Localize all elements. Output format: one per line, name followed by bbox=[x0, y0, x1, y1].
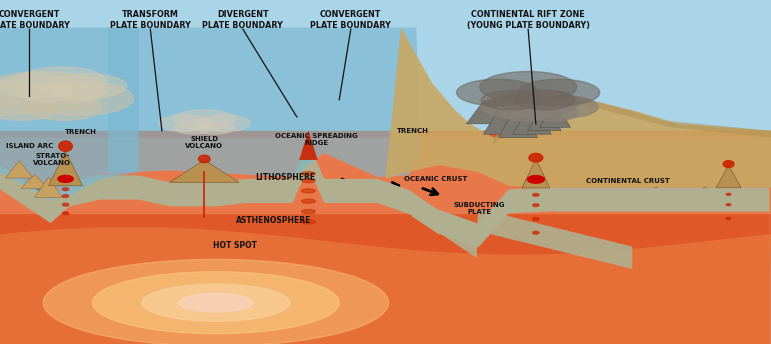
Circle shape bbox=[533, 193, 539, 196]
Ellipse shape bbox=[0, 74, 71, 98]
Circle shape bbox=[62, 188, 69, 191]
Polygon shape bbox=[550, 103, 561, 109]
Text: CONTINENTAL CRUST: CONTINENTAL CRUST bbox=[587, 178, 670, 184]
Ellipse shape bbox=[301, 220, 315, 224]
Polygon shape bbox=[0, 227, 771, 344]
Text: TRENCH: TRENCH bbox=[396, 128, 429, 134]
Ellipse shape bbox=[50, 84, 104, 102]
Ellipse shape bbox=[142, 284, 290, 321]
Circle shape bbox=[726, 204, 731, 206]
Ellipse shape bbox=[517, 79, 600, 106]
Polygon shape bbox=[481, 93, 498, 100]
Ellipse shape bbox=[43, 259, 389, 344]
Ellipse shape bbox=[480, 72, 577, 103]
Ellipse shape bbox=[199, 155, 210, 163]
Ellipse shape bbox=[500, 90, 579, 116]
Polygon shape bbox=[108, 28, 420, 177]
Bar bbox=[0, 138, 771, 213]
Text: TRENCH: TRENCH bbox=[65, 129, 97, 136]
Ellipse shape bbox=[531, 96, 598, 118]
Circle shape bbox=[533, 217, 539, 221]
Polygon shape bbox=[0, 28, 139, 200]
Ellipse shape bbox=[529, 105, 578, 121]
Text: CONVERGENT
PLATE BOUNDARY: CONVERGENT PLATE BOUNDARY bbox=[0, 10, 69, 30]
Circle shape bbox=[527, 175, 544, 183]
Polygon shape bbox=[299, 131, 318, 160]
Polygon shape bbox=[170, 160, 239, 182]
Polygon shape bbox=[5, 161, 33, 178]
Ellipse shape bbox=[18, 67, 106, 96]
Ellipse shape bbox=[723, 161, 734, 168]
Circle shape bbox=[62, 212, 69, 215]
Polygon shape bbox=[540, 103, 571, 127]
Text: OCEANIC SPREADING
RIDGE: OCEANIC SPREADING RIDGE bbox=[274, 133, 358, 146]
Polygon shape bbox=[527, 103, 561, 131]
Ellipse shape bbox=[196, 122, 234, 134]
Ellipse shape bbox=[19, 84, 73, 102]
Ellipse shape bbox=[197, 115, 250, 132]
Circle shape bbox=[58, 175, 73, 182]
Polygon shape bbox=[716, 165, 741, 187]
Ellipse shape bbox=[52, 74, 126, 98]
Polygon shape bbox=[513, 101, 551, 134]
Ellipse shape bbox=[481, 96, 548, 118]
Circle shape bbox=[533, 231, 539, 234]
Ellipse shape bbox=[301, 172, 315, 176]
Polygon shape bbox=[522, 159, 550, 188]
Ellipse shape bbox=[456, 79, 539, 106]
Ellipse shape bbox=[529, 153, 543, 162]
Polygon shape bbox=[0, 153, 771, 344]
Polygon shape bbox=[483, 100, 527, 134]
Ellipse shape bbox=[29, 82, 133, 115]
Text: SUBDUCTING
PLATE: SUBDUCTING PLATE bbox=[454, 202, 505, 215]
Polygon shape bbox=[35, 177, 62, 197]
Ellipse shape bbox=[301, 189, 315, 193]
Text: STRATO-
VOLCANO: STRATO- VOLCANO bbox=[33, 153, 72, 166]
Text: CONTINENTAL RIFT ZONE
(YOUNG PLATE BOUNDARY): CONTINENTAL RIFT ZONE (YOUNG PLATE BOUND… bbox=[466, 10, 590, 30]
Circle shape bbox=[726, 217, 731, 219]
Text: CONVERGENT
PLATE BOUNDARY: CONVERGENT PLATE BOUNDARY bbox=[311, 10, 391, 30]
Ellipse shape bbox=[301, 209, 315, 214]
Ellipse shape bbox=[174, 122, 213, 134]
Text: LITHOSPHERE: LITHOSPHERE bbox=[255, 173, 315, 182]
Polygon shape bbox=[386, 28, 771, 187]
Ellipse shape bbox=[93, 272, 339, 334]
Ellipse shape bbox=[173, 110, 235, 130]
Polygon shape bbox=[439, 209, 632, 269]
Polygon shape bbox=[525, 101, 539, 110]
Bar bbox=[0, 131, 771, 344]
Polygon shape bbox=[538, 103, 550, 110]
Circle shape bbox=[62, 195, 69, 197]
Polygon shape bbox=[21, 175, 49, 189]
Ellipse shape bbox=[0, 72, 104, 112]
Circle shape bbox=[726, 193, 731, 195]
Text: SHIELD
VOLCANO: SHIELD VOLCANO bbox=[185, 136, 224, 149]
Polygon shape bbox=[49, 151, 82, 186]
Ellipse shape bbox=[481, 90, 541, 110]
Circle shape bbox=[533, 204, 539, 206]
Ellipse shape bbox=[301, 199, 315, 203]
Text: ASTHENOSPHERE: ASTHENOSPHERE bbox=[236, 216, 311, 225]
Text: DIVERGENT
PLATE BOUNDARY: DIVERGENT PLATE BOUNDARY bbox=[203, 10, 283, 30]
Ellipse shape bbox=[159, 115, 211, 132]
Polygon shape bbox=[493, 96, 771, 144]
Ellipse shape bbox=[0, 82, 56, 115]
Polygon shape bbox=[511, 100, 525, 109]
Text: TRANSFORM
PLATE BOUNDARY: TRANSFORM PLATE BOUNDARY bbox=[110, 10, 190, 30]
Polygon shape bbox=[497, 100, 513, 108]
Ellipse shape bbox=[59, 141, 72, 151]
Text: ISLAND ARC: ISLAND ARC bbox=[5, 143, 53, 149]
Ellipse shape bbox=[501, 105, 550, 121]
Text: OCEANIC CRUST: OCEANIC CRUST bbox=[404, 176, 467, 182]
Ellipse shape bbox=[515, 90, 575, 110]
Ellipse shape bbox=[301, 179, 315, 183]
Polygon shape bbox=[499, 100, 537, 138]
Circle shape bbox=[62, 203, 69, 206]
Ellipse shape bbox=[179, 293, 253, 312]
Ellipse shape bbox=[0, 96, 59, 120]
Ellipse shape bbox=[26, 96, 102, 120]
Text: HOT SPOT: HOT SPOT bbox=[213, 241, 258, 250]
Polygon shape bbox=[466, 93, 513, 124]
